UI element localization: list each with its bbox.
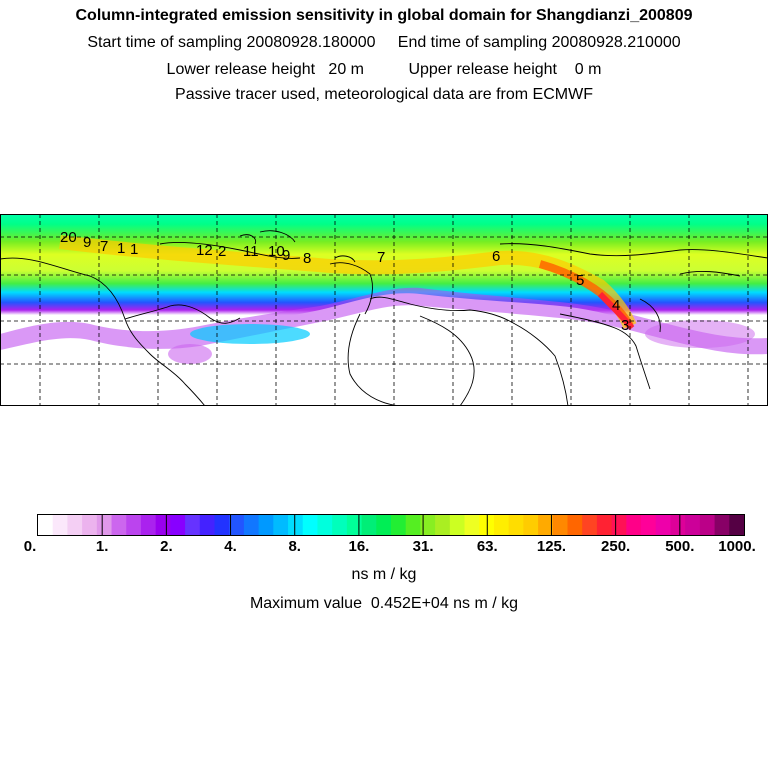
- colorbar-cell: [523, 515, 539, 535]
- colorbar-cell: [670, 515, 686, 535]
- colorbar-cell: [729, 515, 745, 535]
- sensitivity-fringe: [0, 287, 768, 355]
- traj-label: 12: [196, 242, 213, 259]
- colorbar-cell: [155, 515, 171, 535]
- colorbar-cell: [391, 515, 407, 535]
- colorbar-cell: [464, 515, 480, 535]
- colorbar-cell: [258, 515, 274, 535]
- colorbar-tick-label: 8.: [288, 538, 301, 555]
- colorbar-tick-label: 63.: [476, 538, 498, 555]
- traj-label: 10: [268, 243, 285, 260]
- colorbar-cell: [641, 515, 657, 535]
- colorbar-tick-label: 16.: [348, 538, 370, 555]
- maximum-value: Maximum value 0.452E+04 ns m / kg: [249, 595, 519, 612]
- traj-label: 9: [282, 247, 290, 264]
- colorbar-cell: [185, 515, 201, 535]
- colorbar-cell: [332, 515, 348, 535]
- colorbar-cell: [346, 515, 363, 535]
- colorbar-cell: [685, 515, 701, 535]
- colorbar-frame: [37, 514, 745, 536]
- traj-label: 1: [130, 241, 138, 258]
- traj-label: 7: [100, 238, 108, 255]
- traj-label: 4: [612, 297, 620, 314]
- colorbar-cell: [288, 515, 304, 535]
- traj-label: 5: [576, 272, 584, 289]
- colorbar-cell: [361, 515, 377, 535]
- traj-label: 1: [117, 240, 125, 257]
- colorbar-cell: [714, 515, 730, 535]
- plot-title: Column-integrated emission sensitivity i…: [75, 7, 693, 24]
- colorbar-tick-label: 31.: [412, 538, 434, 555]
- colorbar-cell: [699, 515, 716, 535]
- traj-label: 2: [218, 243, 226, 260]
- colorbar-unit: ns m / kg: [351, 566, 417, 583]
- atlantic-plume: [190, 324, 310, 344]
- tracer-note: Passive tracer used, meteorological data…: [175, 86, 593, 103]
- colorbar-tick-label: 125.: [536, 538, 567, 555]
- colorbar-cell: [596, 515, 613, 535]
- transport-pathway: [59, 235, 637, 329]
- colorbar-cell: [493, 515, 510, 535]
- traj-label: 20: [60, 229, 77, 246]
- colorbar-tick-label: 250.: [601, 538, 631, 555]
- colorbar-cell: [552, 515, 568, 535]
- colorbar-cell: [435, 515, 451, 535]
- colorbar-cell: [199, 515, 215, 535]
- colorbar-cell: [229, 515, 245, 535]
- graticule: [0, 214, 768, 406]
- colorbar-cell: [508, 515, 524, 535]
- colorbar-cell: [243, 515, 260, 535]
- colorbar-cell: [376, 515, 392, 535]
- colorbar-cell: [170, 515, 186, 535]
- source-hotspot: [597, 291, 635, 330]
- traj-label: 9: [83, 234, 91, 251]
- caribbean-plume: [168, 344, 212, 364]
- colorbar-tick-label: 2.: [160, 538, 173, 555]
- colorbar-cell: [52, 515, 68, 535]
- traj-label: 8: [303, 250, 311, 267]
- colorbar-cell: [655, 515, 671, 535]
- colorbar-cell: [67, 515, 83, 535]
- colorbar-cell: [38, 515, 54, 535]
- colorbar-cell: [582, 515, 598, 535]
- colorbar-cell: [126, 515, 142, 535]
- traj-label: 11: [243, 243, 259, 260]
- colorbar-cell: [626, 515, 642, 535]
- colorbar: [37, 514, 745, 536]
- colorbar-cell: [317, 515, 333, 535]
- colorbar-tick-label: 500.: [665, 538, 695, 555]
- emission-sensitivity-map: 20 9 7 1 1 2 12 11 10 9 8 7 6 5 4 3: [0, 214, 768, 406]
- coastlines: [0, 230, 768, 406]
- colorbar-cell: [82, 515, 98, 535]
- colorbar-tick-label: 1000.: [718, 538, 756, 555]
- release-heights: Lower release height 20 m Upper release …: [166, 61, 602, 78]
- sampling-times: Start time of sampling 20080928.180000 E…: [87, 34, 681, 51]
- colorbar-cell: [567, 515, 583, 535]
- traj-label: 7: [377, 249, 385, 266]
- traj-label: 3: [621, 317, 629, 334]
- colorbar-cell: [420, 515, 436, 535]
- colorbar-cell: [111, 515, 127, 535]
- colorbar-cell: [214, 515, 230, 535]
- colorbar-cell: [449, 515, 466, 535]
- traj-label: 6: [492, 248, 500, 265]
- trajectory-labels: 20 9 7 1 1 2 12 11 10 9 8 7 6 5 4 3: [60, 229, 629, 334]
- colorbar-cell: [273, 515, 289, 535]
- colorbar-cell: [302, 515, 318, 535]
- sensitivity-field: [0, 214, 768, 341]
- colorbar-cell: [405, 515, 421, 535]
- colorbar-tick-label: 1.: [95, 538, 109, 555]
- colorbar-tick-label: 4.: [224, 538, 237, 555]
- colorbar-cell: [538, 515, 554, 535]
- pacific-plume: [645, 320, 755, 348]
- colorbar-cell: [140, 515, 157, 535]
- colorbar-cell: [611, 515, 627, 535]
- colorbar-tick-label: 0.: [23, 538, 37, 555]
- colorbar-cell: [96, 515, 113, 535]
